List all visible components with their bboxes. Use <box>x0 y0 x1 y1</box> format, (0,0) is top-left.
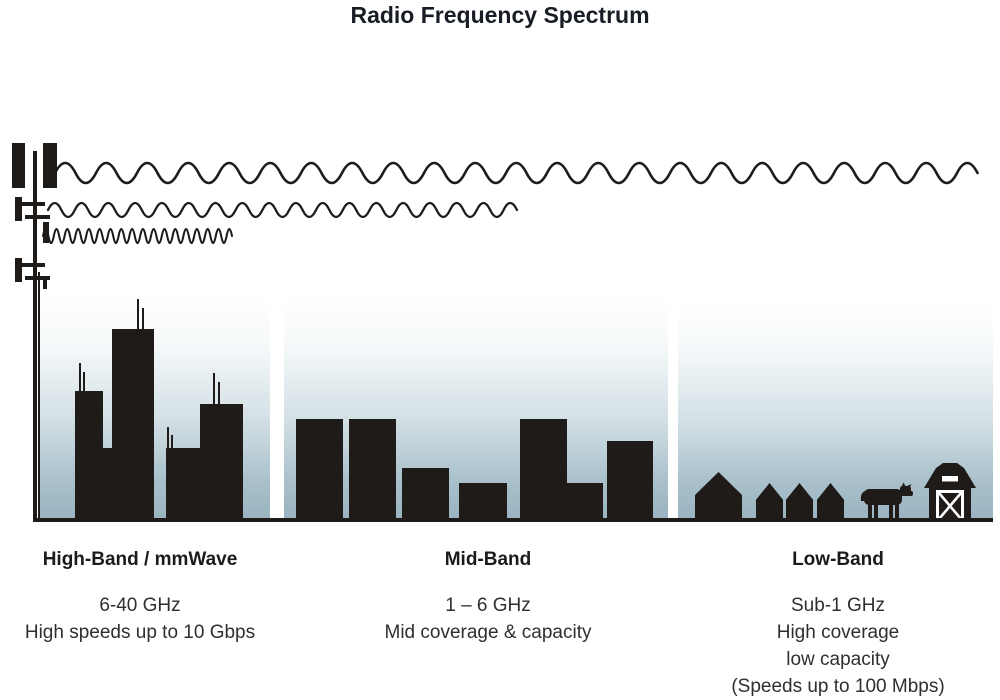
band-detail: Mid coverage & capacity <box>384 622 592 643</box>
medium-wavelength-wave <box>46 201 519 219</box>
skyscraper <box>75 391 103 520</box>
skyscraper <box>200 404 243 520</box>
mid-band-sky-panel <box>284 295 668 520</box>
band-name: Low-Band <box>792 549 884 570</box>
low-band-label-group: Low-Band Sub-1 GHz High coverage low cap… <box>688 549 988 700</box>
building <box>607 441 653 520</box>
skyscraper <box>103 448 112 520</box>
building <box>567 483 603 520</box>
antenna <box>83 372 85 391</box>
band-detail: 6-40 GHz <box>99 595 181 616</box>
radio-waves <box>42 161 979 244</box>
band-detail: 1 – 6 GHz <box>445 595 531 616</box>
band-name: High-Band / mmWave <box>42 549 238 570</box>
skyscraper <box>166 448 200 520</box>
antenna <box>137 299 139 329</box>
mid-band-label-group: Mid-Band 1 – 6 GHz Mid coverage & capaci… <box>358 549 618 646</box>
antenna <box>213 373 215 404</box>
barn-icon <box>924 463 976 519</box>
band-detail: Sub-1 GHz <box>791 595 885 616</box>
high-band-label-group: High-Band / mmWave 6-40 GHz High speeds … <box>10 549 270 646</box>
building <box>520 419 567 520</box>
antenna <box>218 382 220 404</box>
band-detail: (Speeds up to 100 Mbps) <box>731 676 945 697</box>
page-title: Radio Frequency Spectrum <box>350 2 650 28</box>
band-name: Mid-Band <box>444 549 532 570</box>
cow-icon <box>860 482 913 518</box>
band-detail: High coverage <box>776 622 900 643</box>
building <box>296 419 343 520</box>
band-detail: High speeds up to 10 Gbps <box>24 622 256 643</box>
antenna <box>142 308 144 329</box>
antenna <box>171 435 173 448</box>
antenna <box>167 427 169 448</box>
long-wavelength-wave <box>53 161 979 185</box>
building <box>349 419 396 520</box>
building <box>459 483 507 520</box>
ground-line <box>33 518 993 522</box>
skyscraper <box>112 329 154 520</box>
short-wavelength-wave <box>42 228 233 244</box>
building <box>402 468 449 520</box>
antenna <box>79 363 81 391</box>
band-detail: low capacity <box>786 649 890 670</box>
